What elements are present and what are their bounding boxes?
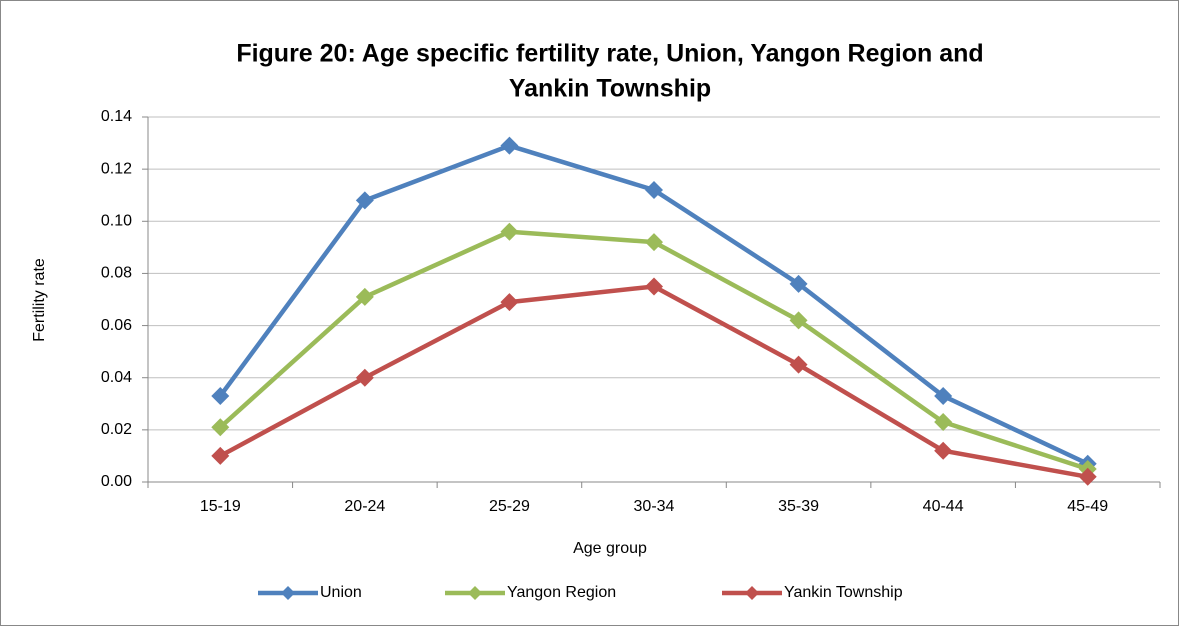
data-point xyxy=(211,418,230,437)
data-point xyxy=(789,274,808,293)
data-point xyxy=(934,413,953,432)
legend-label: Yangon Region xyxy=(507,584,616,601)
x-tick-label: 45-49 xyxy=(1067,498,1108,515)
chart-title: Figure 20: Age specific fertility rate, … xyxy=(236,40,983,68)
legend-marker xyxy=(281,586,295,600)
x-tick-label: 40-44 xyxy=(923,498,964,515)
x-tick-label: 30-34 xyxy=(634,498,675,515)
data-point xyxy=(355,191,374,210)
y-tick-label: 0.08 xyxy=(101,265,132,282)
x-tick-label: 35-39 xyxy=(778,498,819,515)
data-point xyxy=(645,181,663,199)
y-tick-label: 0.10 xyxy=(101,213,132,230)
x-axis-label: Age group xyxy=(573,540,647,557)
y-tick-label: 0.04 xyxy=(101,369,132,386)
data-point xyxy=(500,293,519,312)
data-point xyxy=(355,368,374,387)
chart-title: Yankin Township xyxy=(509,75,711,103)
data-point xyxy=(645,233,663,252)
y-tick-label: 0.12 xyxy=(101,160,132,177)
legend-label: Yankin Township xyxy=(784,584,903,601)
y-tick-label: 0.06 xyxy=(101,317,132,334)
data-point xyxy=(500,136,519,155)
data-point xyxy=(500,222,519,241)
x-tick-label: 15-19 xyxy=(200,498,241,515)
y-tick-label: 0.14 xyxy=(101,108,132,125)
data-point xyxy=(1078,467,1097,486)
data-point xyxy=(934,386,953,405)
data-point xyxy=(355,287,374,306)
data-point xyxy=(934,441,953,460)
data-point xyxy=(789,355,808,374)
data-point xyxy=(211,386,230,405)
data-point xyxy=(211,446,230,465)
legend-label: Union xyxy=(320,584,362,601)
legend-marker xyxy=(745,586,759,600)
x-tick-label: 20-24 xyxy=(344,498,385,515)
y-axis-label: Fertility rate xyxy=(31,258,48,342)
x-tick-label: 25-29 xyxy=(489,498,530,515)
data-point xyxy=(789,311,808,330)
data-point xyxy=(645,277,663,296)
y-tick-label: 0.00 xyxy=(101,473,132,490)
y-tick-label: 0.02 xyxy=(101,421,132,438)
legend-marker xyxy=(468,586,482,600)
